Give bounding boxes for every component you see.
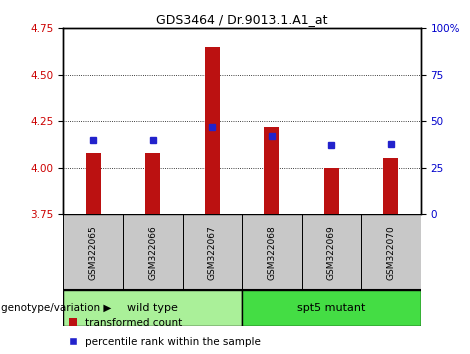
Bar xyxy=(324,168,339,214)
Text: GSM322068: GSM322068 xyxy=(267,225,276,280)
Bar xyxy=(264,127,279,214)
Bar xyxy=(63,290,242,326)
Bar xyxy=(302,214,361,290)
Text: GSM322067: GSM322067 xyxy=(208,225,217,280)
Text: spt5 mutant: spt5 mutant xyxy=(297,303,366,313)
Text: GSM322065: GSM322065 xyxy=(89,225,98,280)
Legend: transformed count: transformed count xyxy=(69,318,182,327)
Text: wild type: wild type xyxy=(127,303,178,313)
Title: GDS3464 / Dr.9013.1.A1_at: GDS3464 / Dr.9013.1.A1_at xyxy=(157,13,328,26)
Bar xyxy=(182,214,242,290)
Legend: percentile rank within the sample: percentile rank within the sample xyxy=(69,337,261,347)
Bar xyxy=(123,214,182,290)
Bar xyxy=(242,214,302,290)
Bar xyxy=(86,153,101,214)
Bar xyxy=(145,153,160,214)
Text: genotype/variation ▶: genotype/variation ▶ xyxy=(1,303,111,313)
Bar xyxy=(242,290,421,326)
Bar xyxy=(205,47,220,214)
Bar xyxy=(63,214,123,290)
Bar xyxy=(361,214,421,290)
Text: GSM322066: GSM322066 xyxy=(148,225,157,280)
Text: GSM322069: GSM322069 xyxy=(327,225,336,280)
Bar xyxy=(384,159,399,214)
Text: GSM322070: GSM322070 xyxy=(386,225,395,280)
